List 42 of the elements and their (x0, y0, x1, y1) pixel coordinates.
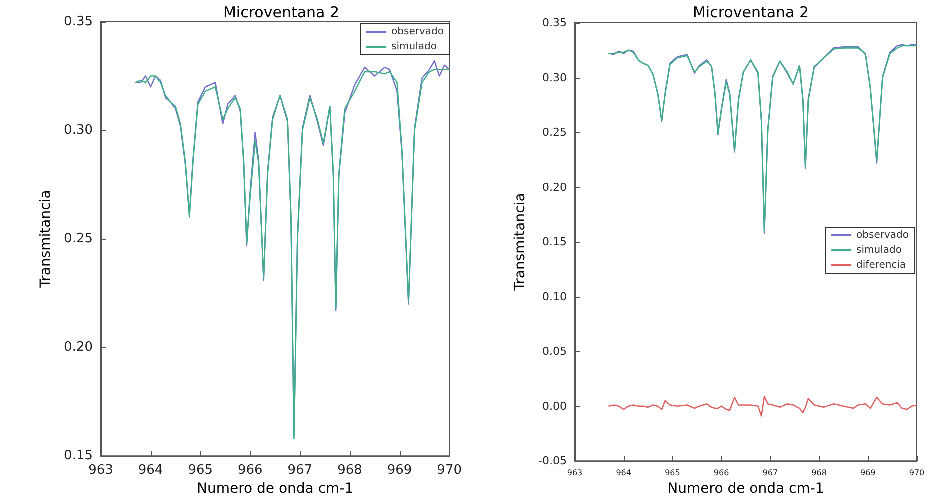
y-axis-title: Transmitancia (512, 193, 529, 292)
y-tick-label: 0.35 (542, 16, 567, 30)
x-tick-label: 966 (238, 463, 263, 478)
y-tick-label: 0.20 (64, 340, 93, 356)
y-tick-label: 0.20 (542, 180, 567, 194)
y-tick-label: 0.15 (64, 448, 93, 464)
y-tick-label: 0.15 (542, 236, 567, 249)
x-axis-title: Numero de onda cm-1 (668, 481, 824, 497)
x-tick-label: 964 (616, 468, 632, 478)
chart-title: Microventana 2 (223, 4, 340, 22)
y-tick-label: 0.35 (64, 14, 93, 30)
legend-label: diferencia (856, 260, 906, 271)
y-axis-title: Transmitancia (38, 190, 54, 289)
y-tick-label: 0.30 (64, 123, 93, 138)
x-tick-label: 970 (909, 468, 925, 478)
x-tick-label: 968 (338, 463, 362, 478)
legend-label: simulado (856, 245, 902, 256)
x-tick-label: 963 (88, 463, 114, 478)
legend-label: observado (392, 26, 444, 38)
y-tick-label: 0.10 (542, 290, 567, 304)
x-tick-label: 964 (138, 463, 164, 478)
y-tick-label: 0.00 (542, 400, 567, 413)
line-series (608, 396, 918, 417)
y-tick-label: 0.05 (542, 345, 567, 358)
x-tick-label: 965 (665, 468, 680, 478)
y-tick-label: 0.25 (542, 126, 567, 140)
x-tick-label: 967 (288, 463, 313, 478)
x-tick-label: 970 (437, 463, 462, 478)
x-tick-label: 969 (387, 463, 412, 478)
x-tick-label: 963 (567, 468, 583, 478)
y-tick-label: -0.05 (538, 454, 567, 468)
x-tick-label: 965 (188, 463, 214, 478)
legend-label: simulado (392, 42, 437, 52)
x-tick-label: 968 (812, 468, 827, 478)
y-tick-label: 0.30 (542, 71, 567, 84)
legend-label: observado (856, 230, 909, 241)
y-tick-label: 0.25 (64, 232, 93, 247)
chart-title: Microventana 2 (692, 4, 810, 22)
x-axis-title: Numero de onda cm-1 (196, 481, 354, 497)
x-tick-label: 967 (762, 468, 778, 478)
x-tick-label: 969 (860, 468, 876, 478)
x-tick-label: 966 (714, 468, 730, 478)
